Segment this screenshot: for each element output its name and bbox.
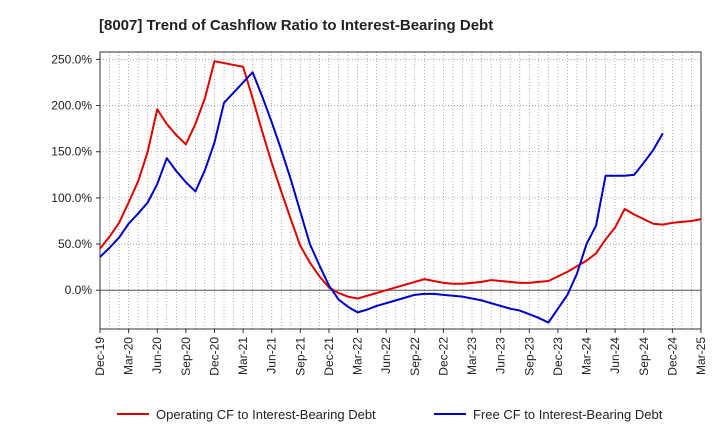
legend: Operating CF to Interest-Bearing Debt Fr… xyxy=(117,407,663,422)
x-tick-label: Mar-24 xyxy=(580,337,594,375)
series-layer xyxy=(99,60,702,324)
y-axis: 250.0% 200.0% 150.0% 100.0% 50.0% 0.0% xyxy=(51,52,100,297)
legend-label-free-cf: Free CF to Interest-Bearing Debt xyxy=(473,407,663,422)
legend-label-operating-cf: Operating CF to Interest-Bearing Debt xyxy=(156,407,376,422)
x-tick-label: Mar-21 xyxy=(236,337,250,375)
x-tick-label: Dec-19 xyxy=(93,337,107,376)
x-tick-label: Mar-23 xyxy=(465,337,479,375)
y-tick-label: 200.0% xyxy=(51,99,92,113)
series-line-free-cf xyxy=(99,71,664,324)
x-tick-label: Jun-24 xyxy=(608,337,622,374)
grid xyxy=(100,52,701,329)
y-tick-label: 150.0% xyxy=(51,145,92,159)
x-tick-label: Dec-24 xyxy=(665,337,679,376)
x-tick-label: Dec-21 xyxy=(322,337,336,376)
x-tick-label: Jun-20 xyxy=(150,337,164,374)
x-tick-label: Sep-23 xyxy=(522,337,536,376)
y-tick-label: 250.0% xyxy=(51,52,92,66)
x-tick-label: Sep-22 xyxy=(408,337,422,376)
x-axis: Dec-19 Mar-20 Jun-20 Sep-20 Dec-20 Mar-21 Jun-… xyxy=(93,329,708,376)
x-tick-label: Dec-20 xyxy=(207,337,221,376)
x-tick-label: Jun-21 xyxy=(265,337,279,374)
chart-title: [8007] Trend of Cashflow Ratio to Intere… xyxy=(99,17,493,34)
x-tick-label: Mar-22 xyxy=(351,337,365,375)
x-tick-label: Dec-23 xyxy=(551,337,565,376)
series-line-operating-cf xyxy=(99,60,702,300)
x-tick-label: Sep-24 xyxy=(637,337,651,376)
plot-frame xyxy=(99,51,702,330)
y-tick-label: 0.0% xyxy=(65,283,93,297)
x-tick-label: Jun-23 xyxy=(494,337,508,374)
y-tick-label: 100.0% xyxy=(51,191,92,205)
x-tick-label: Sep-21 xyxy=(293,337,307,376)
x-tick-label: Mar-25 xyxy=(694,337,708,375)
y-tick-label: 50.0% xyxy=(58,237,92,251)
x-tick-label: Mar-20 xyxy=(122,337,136,375)
x-tick-label: Jun-22 xyxy=(379,337,393,374)
x-tick-label: Dec-22 xyxy=(436,337,450,376)
x-tick-label: Sep-20 xyxy=(179,337,193,376)
